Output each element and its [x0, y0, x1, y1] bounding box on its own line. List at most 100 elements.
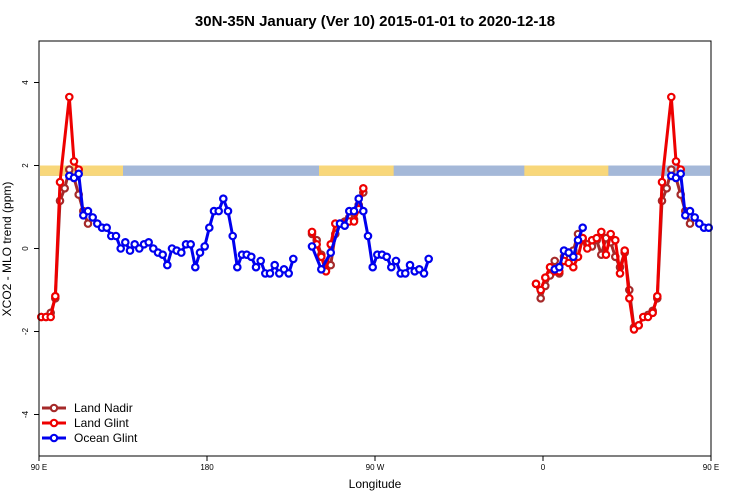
data-point [536, 293, 546, 303]
legend-swatch-marker [49, 418, 59, 428]
data-point [256, 256, 266, 266]
data-point [349, 206, 359, 216]
data-point [83, 206, 93, 216]
legend-label: Ocean Glint [74, 431, 138, 445]
data-point [186, 240, 196, 249]
data-point [648, 308, 658, 318]
data-point [88, 213, 98, 222]
land-band-segment-2 [319, 165, 394, 176]
data-point [121, 238, 130, 247]
data-point [685, 219, 695, 228]
series-line-segment [534, 168, 692, 329]
data-point [382, 252, 392, 262]
data-point [349, 217, 359, 226]
data-point [111, 231, 121, 241]
x-tick-label: 0 [541, 463, 546, 472]
data-point [205, 223, 214, 233]
data-point [50, 291, 60, 301]
data-point [125, 246, 135, 255]
data-point [69, 157, 79, 166]
chart-title: 30N-35N January (Ver 10) 2015-01-01 to 2… [195, 13, 555, 30]
data-point [592, 233, 602, 243]
data-point [536, 285, 546, 295]
data-point [284, 269, 294, 278]
data-point [340, 221, 350, 231]
data-point [391, 256, 401, 266]
series-ocean-glint [65, 169, 714, 278]
data-point [531, 279, 541, 289]
data-point [405, 260, 415, 270]
y-tick-label: 0 [21, 246, 30, 251]
data-point [270, 260, 280, 270]
data-point [251, 262, 261, 272]
data-point [223, 206, 233, 216]
data-point [358, 184, 368, 193]
data-point [568, 262, 578, 272]
data-point [550, 256, 560, 266]
data-point [671, 157, 681, 166]
data-point [624, 293, 634, 303]
data-point [634, 320, 644, 330]
data-point [354, 194, 364, 204]
legend-item: Land Nadir [42, 401, 133, 415]
data-point [316, 264, 326, 274]
legend-label: Land Glint [74, 416, 129, 430]
data-point [102, 223, 112, 233]
data-point [573, 235, 583, 245]
data-point [191, 262, 200, 272]
x-tick-label: 90 E [703, 463, 719, 472]
data-point [163, 260, 172, 270]
data-point [652, 291, 662, 301]
y-tick-label: 4 [21, 80, 30, 85]
x-tick-label: 90 E [31, 463, 47, 472]
data-point [83, 219, 93, 228]
data-point [363, 231, 373, 241]
data-point [662, 184, 672, 193]
data-point [400, 269, 410, 278]
data-point [601, 250, 611, 260]
legend-label: Land Nadir [74, 401, 133, 415]
data-point [690, 213, 700, 222]
data-point [326, 248, 336, 257]
data-point [307, 242, 317, 251]
data-point [606, 229, 616, 239]
data-point [247, 252, 256, 262]
data-point [554, 262, 564, 272]
data-point [307, 227, 317, 237]
data-point [116, 244, 126, 253]
data-point [386, 262, 396, 272]
data-point [596, 227, 606, 237]
data-point [358, 206, 368, 216]
data-point [704, 223, 714, 233]
data-point [65, 92, 74, 102]
data-point [666, 92, 676, 102]
axes: 90 E 180 90 W 0 90 E -4 -2 0 2 4 [21, 80, 719, 472]
data-point [195, 248, 205, 257]
x-tick-label: 180 [200, 463, 214, 472]
data-point [615, 269, 625, 278]
legend-swatch-marker [49, 433, 59, 443]
plot-series [36, 92, 714, 334]
legend-item: Ocean Glint [42, 431, 138, 445]
data-point [419, 269, 429, 278]
data-point [368, 262, 378, 272]
data-point [316, 252, 326, 262]
data-point [60, 184, 69, 193]
data-point [219, 194, 228, 204]
data-point [568, 252, 578, 262]
x-tick-label: 90 W [366, 463, 385, 472]
data-point [265, 269, 275, 278]
data-point [144, 238, 154, 247]
series-line-segment [41, 95, 81, 319]
data-point [620, 246, 630, 255]
data-point [676, 169, 686, 179]
data-point [685, 206, 695, 216]
data-point [657, 177, 667, 187]
land-band-segment-3 [524, 165, 609, 176]
data-point [578, 223, 588, 233]
data-point [610, 235, 620, 245]
legend-swatch-marker [49, 403, 59, 413]
y-tick-label: -4 [21, 410, 30, 418]
